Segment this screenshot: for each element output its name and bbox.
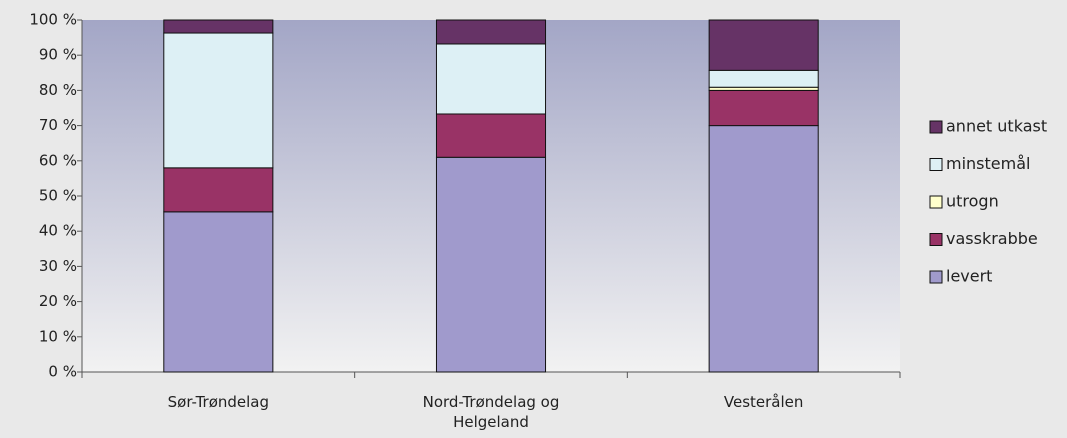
legend-label: annet utkast	[946, 117, 1047, 136]
x-tick-label: Vesterålen	[723, 393, 804, 411]
y-tick-label: 0 %	[48, 363, 77, 381]
y-tick-label: 10 %	[39, 327, 77, 345]
legend-swatch	[929, 195, 943, 209]
legend-label: minstemål	[946, 154, 1030, 173]
y-tick-label: 40 %	[39, 222, 77, 240]
y-tick-label: 90 %	[39, 46, 77, 64]
bar-segment	[708, 19, 819, 71]
bar-segment	[435, 113, 547, 158]
legend-swatch	[929, 270, 943, 284]
y-tick-label: 20 %	[39, 292, 77, 310]
legend-swatch	[929, 120, 943, 134]
y-tick-label: 100 %	[29, 11, 77, 29]
legend-label: utrogn	[946, 192, 999, 211]
bar-segment	[435, 19, 547, 45]
bar-segment	[435, 43, 547, 115]
legend-swatch	[929, 233, 943, 246]
bar-segment	[708, 125, 819, 373]
legend-label: levert	[946, 267, 992, 286]
bar-segment	[163, 32, 274, 169]
bar-segment	[708, 89, 819, 127]
x-tick-label: Nord-Trøndelag og Helgeland	[422, 393, 560, 431]
y-tick-label: 70 %	[39, 116, 77, 134]
legend-label: vasskrabbe	[946, 229, 1038, 248]
bar-segment	[163, 167, 274, 213]
bar-segment	[163, 19, 274, 34]
bar-segment	[163, 211, 274, 373]
bar-segment	[435, 156, 547, 373]
bar-segment	[708, 69, 819, 88]
y-tick-label: 60 %	[39, 151, 77, 169]
y-tick-label: 30 %	[39, 257, 77, 275]
x-tick-label: Sør-Trøndelag	[167, 393, 270, 411]
y-tick-label: 50 %	[39, 187, 77, 205]
legend-swatch	[929, 158, 943, 171]
y-tick-label: 80 %	[39, 81, 77, 99]
